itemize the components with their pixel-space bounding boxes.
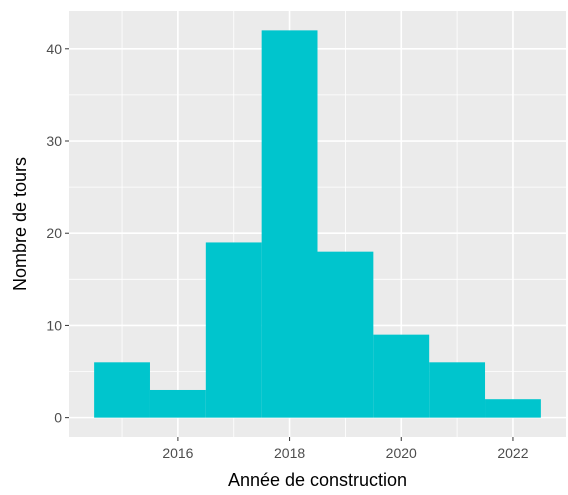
x-axis-title: Année de construction [228, 470, 407, 490]
x-tick-label: 2020 [386, 445, 417, 461]
histogram-bar [149, 389, 206, 418]
y-axis-title: Nombre de tours [10, 157, 30, 291]
x-tick-label: 2018 [274, 445, 305, 461]
y-tick-label: 10 [46, 317, 62, 333]
y-tick-label: 0 [54, 410, 62, 426]
x-tick-label: 2016 [162, 445, 193, 461]
x-tick-label: 2022 [497, 445, 528, 461]
y-tick-label: 20 [46, 225, 62, 241]
y-axis: 0 10 20 30 40 [46, 41, 69, 426]
y-tick-label: 40 [46, 41, 62, 57]
histogram-bar [317, 251, 374, 418]
histogram-bar [429, 362, 486, 418]
histogram-bar [373, 334, 430, 418]
histogram-bar [94, 362, 150, 418]
histogram-bar [485, 399, 541, 418]
x-axis: 2016 2018 2020 2022 [162, 437, 529, 461]
y-tick-label: 30 [46, 133, 62, 149]
histogram-bar [261, 30, 318, 418]
bars [94, 30, 541, 418]
histogram-bar [205, 242, 262, 418]
